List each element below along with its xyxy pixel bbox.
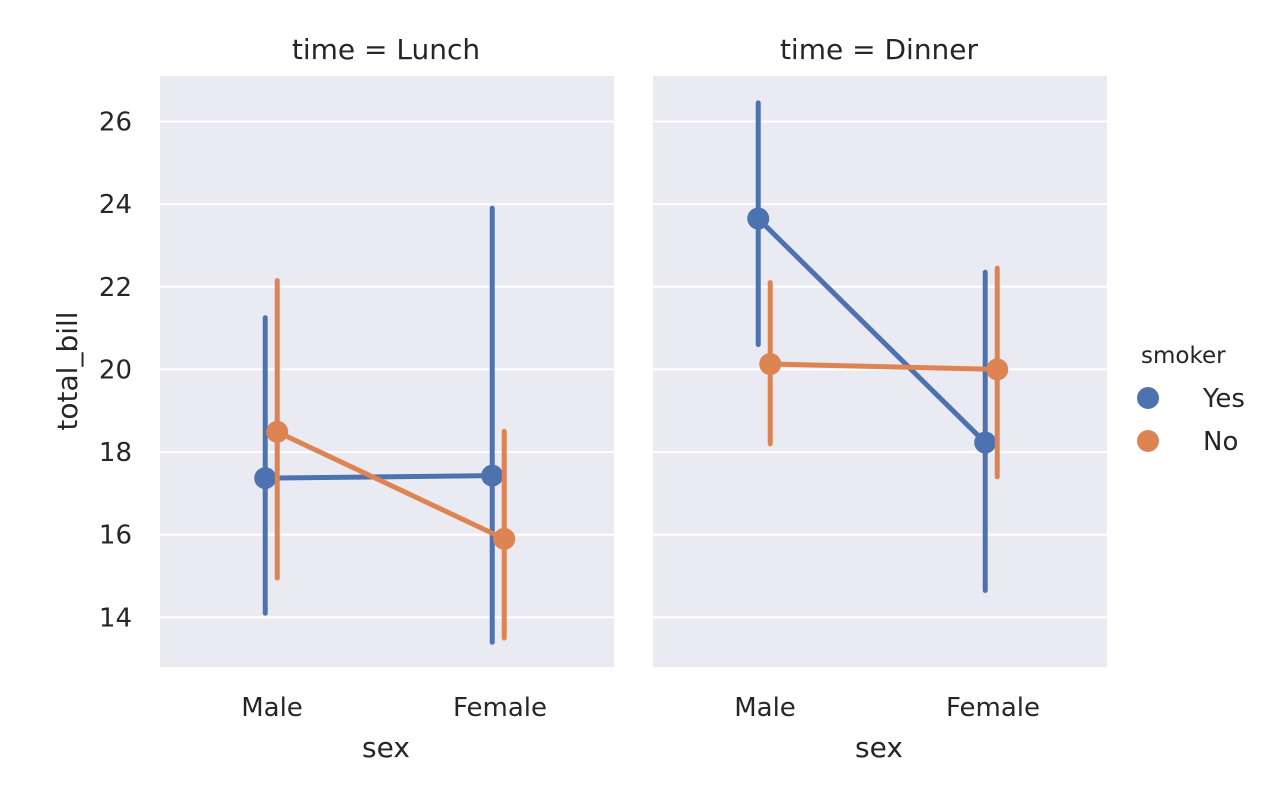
legend: smoker Yes No [1137,343,1245,457]
legend-title: smoker [1141,343,1226,369]
y-tick-label: 16 [99,521,132,551]
chart-marks [254,100,1009,645]
series-line-yes [265,473,493,481]
point-yes [481,464,504,487]
series-line-no [276,429,506,542]
x-axis-label-dinner: sex [855,731,903,764]
panel-lunch-background [160,76,614,667]
y-tick-label: 18 [99,438,132,468]
legend-label-yes: Yes [1202,384,1245,414]
x-tick-label-lunch-male: Male [241,693,303,723]
point-no [759,353,782,376]
series-line-no [770,361,998,372]
panel-dinner-background [653,76,1107,667]
y-axis-label: total_bill [51,311,84,430]
legend-marker-yes [1137,387,1159,409]
series-line-yes [756,216,987,445]
point-no [266,420,289,443]
x-tick-label-dinner-male: Male [734,693,796,723]
y-tick-label: 24 [99,190,132,220]
panel-title-lunch: time = Lunch [292,33,480,66]
x-tick-label-dinner-female: Female [946,693,1040,723]
legend-label-no: No [1203,427,1238,457]
point-yes [747,207,770,230]
y-tick-label: 14 [99,603,132,633]
x-tick-label-lunch-female: Female [453,693,547,723]
y-tick-label: 22 [99,273,132,303]
legend-marker-no [1137,430,1159,452]
point-yes [974,431,997,454]
grid-lines [160,120,1107,619]
panel-title-dinner: time = Dinner [780,33,979,66]
point-no [493,527,516,550]
point-no [986,358,1009,381]
point-yes [254,467,277,490]
y-tick-labels: 14 16 18 20 22 24 26 [99,107,132,633]
x-axis-label-lunch: sex [362,731,410,764]
y-tick-label: 20 [99,355,132,385]
y-tick-label: 26 [99,107,132,137]
